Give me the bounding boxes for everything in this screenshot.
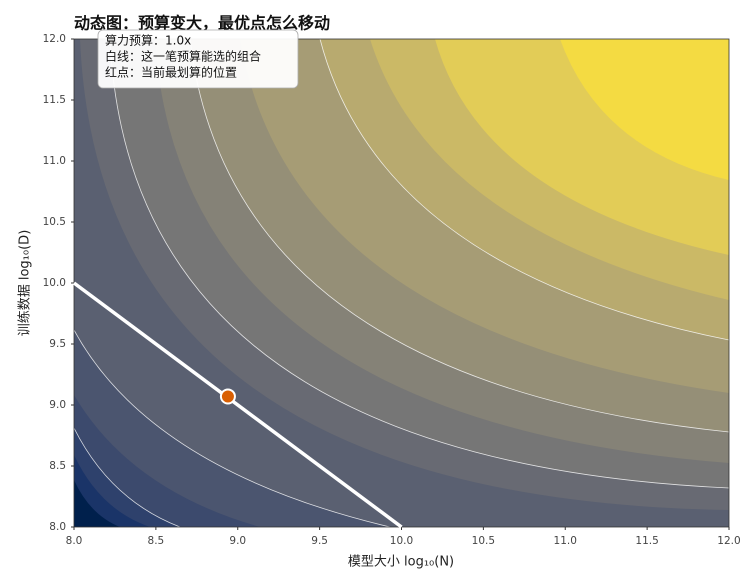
x-tick-label: 9.0 xyxy=(229,535,246,547)
annotation: 白线：这一笔预算能选的组合 xyxy=(105,49,261,64)
x-axis-label: 模型大小 log₁₀(N) xyxy=(348,555,454,570)
optimum-point xyxy=(219,388,236,405)
x-tick-label: 11.0 xyxy=(554,535,577,547)
y-tick-label: 9.0 xyxy=(49,399,66,411)
band xyxy=(560,39,729,180)
chart-title: 动态图：预算变大，最优点怎么移动 xyxy=(74,14,330,33)
contour-field xyxy=(74,39,729,527)
y-tick-label: 12.0 xyxy=(43,33,66,45)
x-tick-label: 10.0 xyxy=(390,535,413,547)
y-tick-label: 10.5 xyxy=(43,216,66,228)
x-tick-label: 8.5 xyxy=(148,535,165,547)
budget-line xyxy=(72,281,403,529)
annotation: 红点：当前最划算的位置 xyxy=(105,65,237,80)
y-tick-label: 11.5 xyxy=(43,94,66,106)
x-tick-label: 9.5 xyxy=(311,535,328,547)
y-tick-label: 11.0 xyxy=(43,155,66,167)
y-axis-label: 训练数据 log₁₀(D) xyxy=(18,230,33,337)
y-tick-label: 8.0 xyxy=(49,521,66,533)
y-tick-label: 10.0 xyxy=(43,277,66,289)
x-tick-label: 8.0 xyxy=(66,535,83,547)
contour-lines xyxy=(74,39,729,527)
annotation-box xyxy=(97,29,299,89)
x-tick-label: 12.0 xyxy=(717,535,740,547)
y-tick-label: 9.5 xyxy=(49,338,66,350)
y-tick-label: 8.5 xyxy=(49,460,66,472)
annotation: 算力预算：1.0x xyxy=(105,33,191,48)
x-tick-label: 10.5 xyxy=(472,535,495,547)
x-tick-label: 11.5 xyxy=(635,535,658,547)
